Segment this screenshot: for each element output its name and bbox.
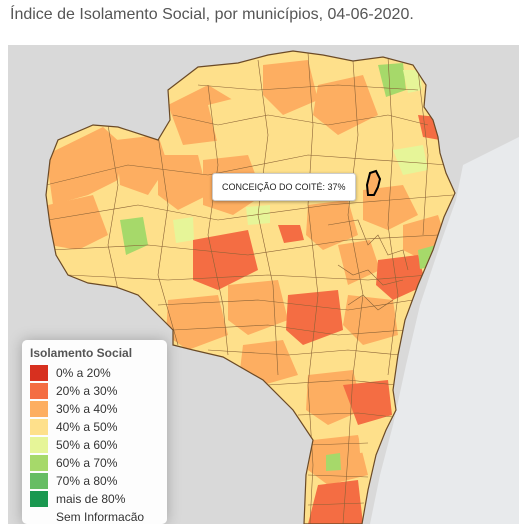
municipality-region[interactable] — [343, 295, 398, 345]
municipality-region[interactable] — [263, 60, 318, 115]
municipality-region[interactable] — [326, 453, 341, 471]
municipality-region[interactable] — [393, 145, 428, 175]
highlighted-municipality[interactable] — [365, 169, 382, 196]
municipality-region[interactable] — [63, 245, 128, 285]
municipality-region[interactable] — [363, 185, 418, 230]
legend-label: mais de 80% — [56, 492, 126, 506]
legend-swatch — [30, 383, 48, 399]
municipality-region[interactable] — [158, 155, 208, 210]
municipality-region[interactable] — [173, 217, 194, 243]
legend-label: 60% a 70% — [56, 456, 118, 470]
municipality-region[interactable] — [358, 423, 383, 453]
legend-swatch — [30, 419, 48, 435]
municipality-region[interactable] — [48, 195, 108, 250]
municipality-region[interactable] — [116, 135, 168, 195]
legend-item: 70% a 80% — [30, 472, 159, 490]
map-tooltip: CONCEIÇÃO DO COITÉ: 37% — [212, 173, 356, 201]
legend-swatch — [30, 401, 48, 417]
atlantic-ocean — [370, 137, 519, 524]
page-title: Índice de Isolamento Social, por municíp… — [10, 6, 414, 23]
municipality-region[interactable] — [193, 230, 258, 290]
municipality-region[interactable] — [343, 380, 392, 425]
municipality-region[interactable] — [286, 290, 343, 345]
municipality-region[interactable] — [306, 200, 358, 250]
legend-label: 20% a 30% — [56, 384, 118, 398]
legend-swatch — [30, 491, 48, 507]
legend-label: 0% a 20% — [56, 366, 111, 380]
legend-swatch — [30, 365, 48, 381]
legend-item: 30% a 40% — [30, 400, 159, 418]
municipality-region[interactable] — [338, 240, 380, 285]
municipality-region[interactable] — [278, 225, 304, 243]
municipality-region[interactable] — [208, 90, 288, 155]
legend-item: 60% a 70% — [30, 454, 159, 472]
legend-label: 40% a 50% — [56, 420, 118, 434]
legend-title: Isolamento Social — [30, 346, 133, 360]
legend-label: 30% a 40% — [56, 402, 118, 416]
legend: Isolamento Social 0% a 20% 20% a 30% 30%… — [22, 340, 167, 524]
legend-item: 0% a 20% — [30, 364, 159, 382]
municipality-region[interactable] — [380, 100, 426, 145]
legend-item: mais de 80% — [30, 490, 159, 508]
legend-label: Sem Informacão — [56, 510, 145, 524]
municipality-region[interactable] — [306, 370, 363, 425]
legend-swatch — [30, 509, 48, 524]
municipality-borders — [46, 52, 454, 524]
municipality-region[interactable] — [166, 295, 228, 350]
municipality-region[interactable] — [46, 127, 123, 205]
municipality-region[interactable] — [378, 63, 406, 97]
legend-label: 50% a 60% — [56, 438, 118, 452]
legend-swatch — [30, 473, 48, 489]
municipality-region[interactable] — [240, 340, 298, 385]
legend-item: 20% a 30% — [30, 382, 159, 400]
legend-item: Sem Informacão — [30, 508, 159, 524]
map-view[interactable]: CONCEIÇÃO DO COITÉ: 37% Isolamento Socia… — [8, 45, 519, 524]
legend-item: 40% a 50% — [30, 418, 159, 436]
legend-label: 70% a 80% — [56, 474, 118, 488]
municipality-region[interactable] — [228, 280, 288, 335]
municipality-region[interactable] — [313, 75, 378, 135]
municipality-region[interactable] — [403, 70, 422, 93]
municipality-region[interactable] — [308, 480, 363, 524]
legend-item: 50% a 60% — [30, 436, 159, 454]
legend-swatch — [30, 455, 48, 471]
legend-swatch — [30, 437, 48, 453]
